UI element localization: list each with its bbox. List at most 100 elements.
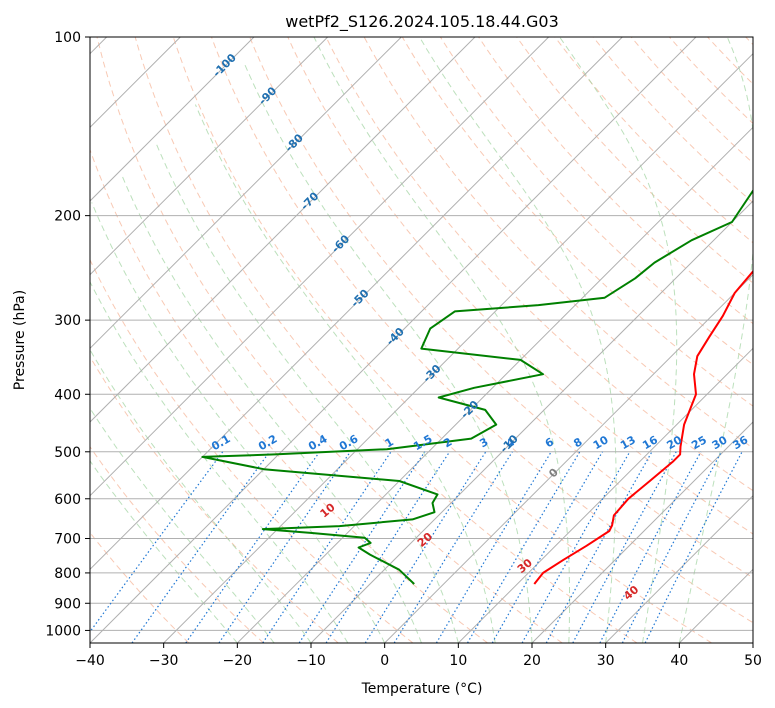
mixing-ratio-line xyxy=(325,451,451,643)
dry-adiabat xyxy=(287,37,753,535)
plot-frame xyxy=(89,36,754,644)
isotherm-line xyxy=(384,273,753,643)
mixing-ratio-label: 8 xyxy=(571,435,584,450)
mixing-ratio-line xyxy=(466,451,581,643)
dry-adiabat xyxy=(439,37,753,366)
dry-adiabat xyxy=(745,37,753,46)
moist-adiabat xyxy=(559,37,678,643)
isotherm-line xyxy=(678,568,753,643)
y-tick-label: 400 xyxy=(54,387,81,403)
dry-adiabat xyxy=(325,37,753,492)
x-tick-label: −40 xyxy=(75,653,105,669)
y-tick-label: 800 xyxy=(54,566,81,582)
mixing-ratio-label: 25 xyxy=(689,433,709,452)
mixing-ratio-line xyxy=(218,451,351,643)
mixing-ratio-line xyxy=(90,451,224,633)
x-tick-label: −10 xyxy=(296,653,326,669)
isotherm-label: -60 xyxy=(329,232,352,255)
isotherm-label: -50 xyxy=(348,286,371,309)
dry-adiabat xyxy=(211,37,753,624)
y-tick-label: 900 xyxy=(54,596,81,612)
mixing-ratio-line xyxy=(572,451,677,643)
isotherm-line xyxy=(752,642,753,643)
grid-layer xyxy=(90,37,753,643)
dry-adiabat xyxy=(96,37,563,643)
mixing-ratio-label: 0.4 xyxy=(306,432,330,453)
y-tick-label: 600 xyxy=(54,492,81,508)
mixing-ratio-line xyxy=(521,451,631,643)
x-tick-label: 10 xyxy=(449,653,467,669)
theta-label: 20 xyxy=(415,530,435,550)
isotherm-line xyxy=(605,494,753,643)
mixing-ratio-line xyxy=(298,451,426,643)
mixing-ratio-line xyxy=(131,451,271,643)
mixing-ratio-label: 36 xyxy=(730,433,750,452)
moist-adiabat xyxy=(678,37,753,643)
mixing-ratio-line xyxy=(364,451,487,643)
dry-adiabat xyxy=(592,37,753,204)
dry-adiabat xyxy=(90,531,190,643)
moist-adiabat xyxy=(91,202,386,643)
isotherm-line xyxy=(531,421,753,643)
isotherm-label: -80 xyxy=(283,131,306,154)
y-tick-label: 300 xyxy=(54,313,81,329)
dry-adiabat xyxy=(134,37,638,643)
y-tick-label: 1000 xyxy=(45,623,81,639)
isotherm-label: -40 xyxy=(384,325,407,348)
isotherm-line xyxy=(90,37,623,571)
mixing-ratio-label: 30 xyxy=(710,433,730,452)
moist-adiabat xyxy=(243,61,533,643)
moist-adiabat xyxy=(120,173,422,643)
isotherm-line xyxy=(310,200,753,643)
dry-adiabat xyxy=(90,355,339,643)
isotherm-line xyxy=(457,347,753,643)
axis-layer: −40 −30 −20 −10 0 10 20 30 40 5010020030040050060… xyxy=(45,30,762,669)
isotherm-label: -70 xyxy=(298,189,321,212)
isotherm-line xyxy=(90,37,329,276)
series-layer xyxy=(201,188,753,585)
moist-adiabat xyxy=(90,460,238,643)
dry-adiabat xyxy=(90,148,488,643)
mixing-ratio-label: 10 xyxy=(591,433,611,452)
mixing-ratio-line xyxy=(262,451,392,643)
mixing-ratio-line xyxy=(545,451,653,643)
dry-adiabat xyxy=(554,37,753,244)
x-tick-label: 50 xyxy=(744,653,762,669)
x-axis-label: Temperature (°C) xyxy=(361,681,483,697)
mixing-ratio-label: 0.2 xyxy=(256,432,279,453)
mixing-ratio-label: 16 xyxy=(640,433,660,452)
moist-adiabat xyxy=(419,37,617,643)
x-tick-label: 20 xyxy=(523,653,541,669)
y-tick-label: 200 xyxy=(54,209,81,225)
mixing-ratio-line xyxy=(599,451,702,643)
temperature-line xyxy=(533,269,753,585)
isotherm-line xyxy=(236,126,753,643)
x-tick-label: −30 xyxy=(149,653,179,669)
y-axis-label: Pressure (hPa) xyxy=(12,290,28,390)
isotherm-line xyxy=(90,37,550,497)
mixing-ratio-label: 1.5 xyxy=(411,432,434,453)
mixing-ratio-line xyxy=(185,451,321,643)
dry-adiabat xyxy=(478,37,753,325)
y-tick-label: 100 xyxy=(54,30,81,46)
moist-adiabat xyxy=(90,348,312,643)
y-tick-label: 500 xyxy=(54,445,81,461)
isotherm-label: -100 xyxy=(210,51,239,80)
moist-adiabat xyxy=(194,104,496,643)
mixing-ratio-label: 13 xyxy=(618,433,638,452)
x-tick-label: −20 xyxy=(223,653,253,669)
mixing-ratio-label: 6 xyxy=(543,435,556,450)
dry-adiabat xyxy=(516,37,753,284)
isotherm-line xyxy=(90,37,476,423)
dry-adiabat xyxy=(90,258,414,643)
isotherm-line xyxy=(90,37,697,643)
dry-adiabat xyxy=(669,37,753,125)
isotherm-line xyxy=(90,37,255,202)
isotherm-label: -90 xyxy=(256,84,279,107)
moist-adiabat xyxy=(90,407,275,643)
isotherm-line xyxy=(163,52,753,643)
dry-adiabat xyxy=(707,37,753,85)
isotherm-line xyxy=(90,37,402,350)
mixing-ratio-line xyxy=(435,451,552,643)
